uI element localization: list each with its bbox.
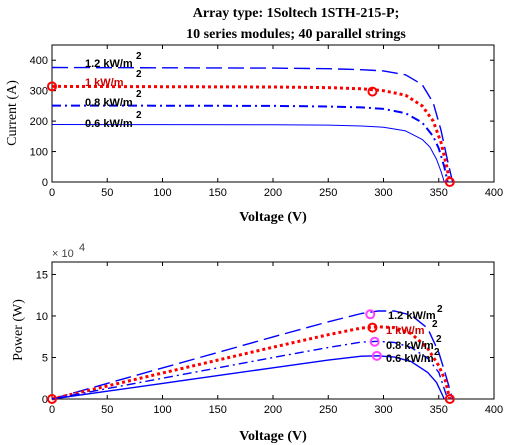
series-annotation-sup: 2 bbox=[136, 110, 142, 121]
series-annotation: 1.2 kW/m bbox=[388, 310, 436, 322]
y-tick-label: 300 bbox=[30, 86, 48, 98]
series-line bbox=[51, 355, 445, 400]
data-marker bbox=[371, 350, 382, 361]
series-annotation-sup: 2 bbox=[434, 347, 440, 358]
y-tick-label: 5 bbox=[42, 352, 48, 364]
x-tick-label: 200 bbox=[264, 404, 282, 416]
x-tick-label: 0 bbox=[49, 187, 55, 199]
figure-title-line1: Array type: 1Soltech 1STH-215-P; bbox=[193, 6, 399, 21]
figure-title-line2: 10 series modules; 40 parallel strings bbox=[186, 27, 406, 42]
x-tick-label: 250 bbox=[319, 404, 337, 416]
y-axis-multiplier-exp: 4 bbox=[79, 242, 85, 254]
y-tick-label: 0 bbox=[42, 394, 48, 406]
series-annotation: 1.2 kW/m bbox=[85, 58, 133, 70]
series-annotation-sup: 2 bbox=[136, 69, 142, 80]
plot-frame bbox=[51, 261, 495, 400]
series-line bbox=[51, 66, 454, 183]
data-marker bbox=[367, 322, 378, 333]
y-tick-label: 0 bbox=[42, 177, 48, 189]
series-annotation: 0.6 kW/m bbox=[386, 353, 434, 365]
x-axis-label: Voltage (V) bbox=[239, 429, 307, 444]
pv-chart: 0 50 100 150 200 250 300 350 400 0 5 10 15 Voltage (V… bbox=[11, 242, 503, 444]
series-annotation-sup: 2 bbox=[136, 89, 142, 100]
data-marker bbox=[444, 177, 455, 187]
y-tick-label: 400 bbox=[30, 55, 48, 67]
x-axis-label: Voltage (V) bbox=[239, 210, 307, 225]
series-annotation-sup: 2 bbox=[436, 334, 442, 345]
x-tick-label: 250 bbox=[319, 187, 337, 199]
x-tick-label: 400 bbox=[485, 404, 503, 416]
y-axis-label: Current (A) bbox=[5, 80, 20, 146]
y-tick-label: 200 bbox=[30, 116, 48, 128]
x-tick-label: 100 bbox=[153, 187, 171, 199]
data-marker bbox=[47, 81, 57, 92]
x-tick-label: 50 bbox=[101, 404, 113, 416]
y-axis-label: Power (W) bbox=[11, 299, 26, 361]
y-tick-label: 100 bbox=[30, 147, 48, 159]
series-annotation-sup: 2 bbox=[136, 51, 142, 62]
series-line bbox=[51, 84, 452, 183]
y-tick-label: 10 bbox=[36, 311, 48, 323]
series-annotation-sup: 2 bbox=[437, 304, 443, 315]
series-annotation: 1 kW/m bbox=[85, 77, 124, 89]
data-marker bbox=[444, 394, 455, 404]
x-tick-label: 0 bbox=[49, 404, 55, 416]
x-tick-label: 150 bbox=[209, 404, 227, 416]
data-marker bbox=[369, 336, 380, 347]
series-annotation: 0.6 kW/m bbox=[85, 118, 133, 130]
y-tick-label: 15 bbox=[36, 269, 48, 281]
series-annotation: 0.8 kW/m bbox=[85, 97, 133, 109]
x-tick-label: 50 bbox=[101, 187, 113, 199]
x-tick-label: 400 bbox=[485, 187, 503, 199]
series-annotation: 1 kW/m bbox=[386, 325, 425, 337]
series-annotation: 0.8 kW/m bbox=[386, 340, 434, 352]
x-tick-label: 150 bbox=[209, 187, 227, 199]
series-annotation-sup: 2 bbox=[432, 319, 438, 330]
data-marker bbox=[367, 86, 378, 97]
series-line bbox=[51, 325, 452, 401]
x-tick-label: 300 bbox=[374, 187, 392, 199]
series-line bbox=[51, 340, 449, 400]
data-marker bbox=[365, 309, 376, 320]
x-tick-label: 200 bbox=[264, 187, 282, 199]
x-tick-label: 300 bbox=[374, 404, 392, 416]
series-line bbox=[51, 310, 454, 400]
x-tick-label: 350 bbox=[430, 187, 448, 199]
y-axis-multiplier: × 10 bbox=[52, 248, 74, 260]
series-line bbox=[51, 124, 445, 183]
iv-chart: 0 50 100 150 200 250 300 350 400 0 100 200 300 400 Vol… bbox=[5, 44, 503, 225]
x-tick-label: 100 bbox=[153, 404, 171, 416]
series-line bbox=[51, 104, 449, 183]
data-marker bbox=[47, 394, 57, 404]
x-tick-label: 350 bbox=[430, 404, 448, 416]
